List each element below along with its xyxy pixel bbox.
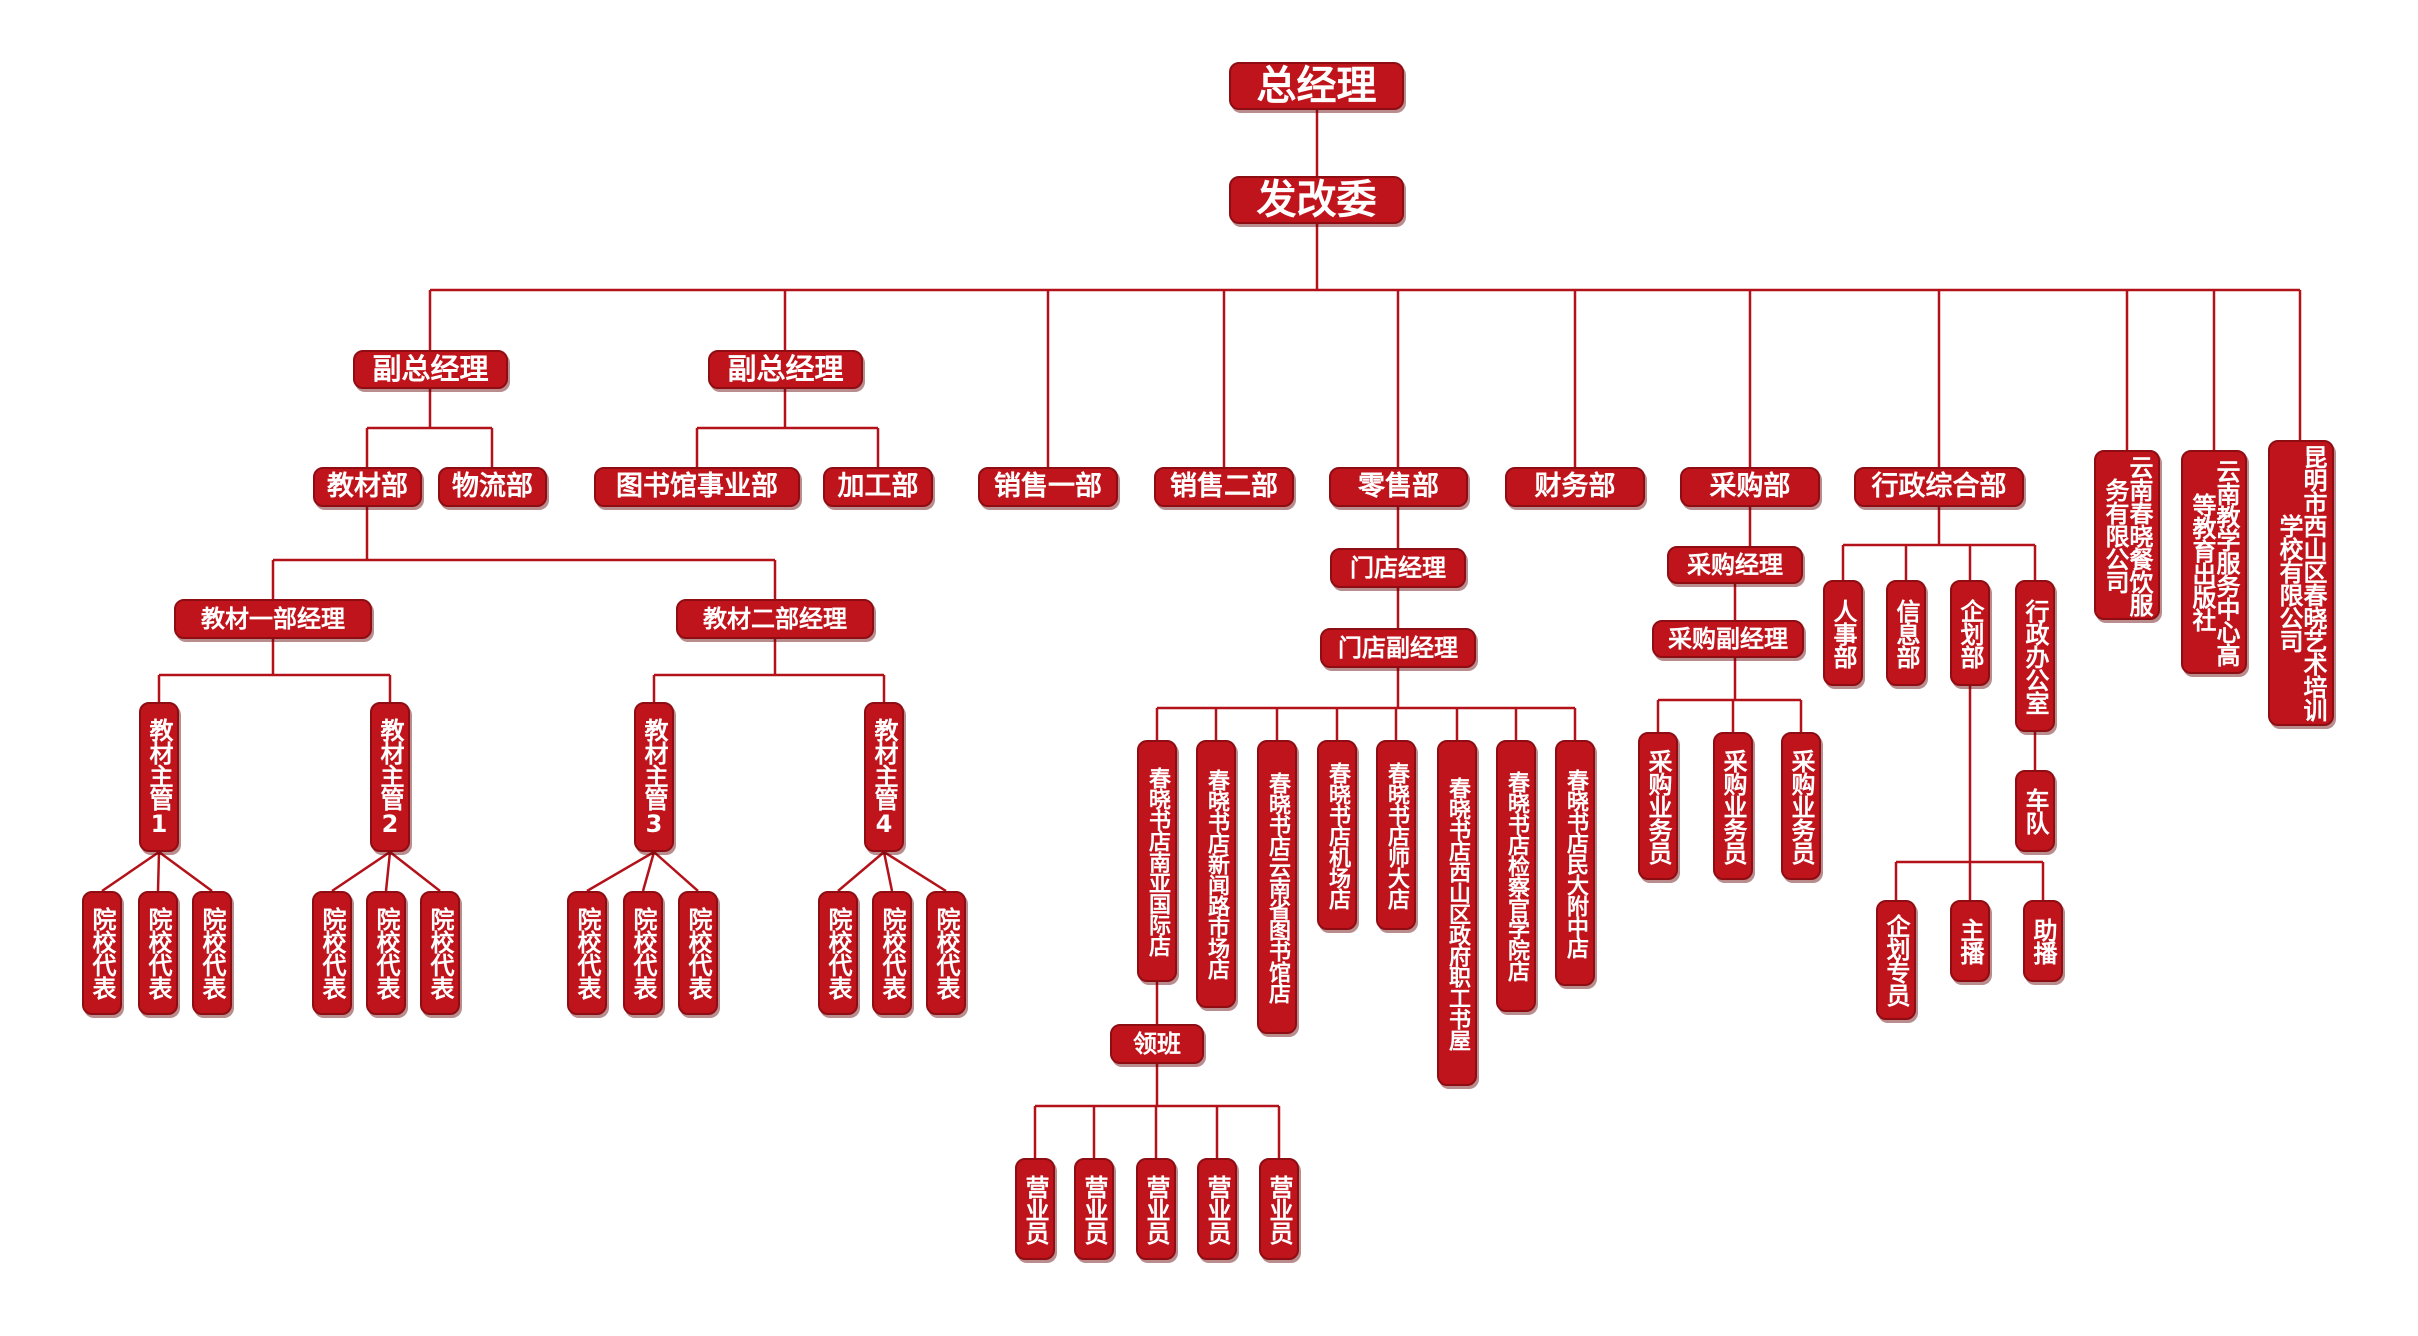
connector-line <box>883 850 947 893</box>
node-store-manager: 门店经理 <box>1330 548 1466 588</box>
node-vice-general-manager-2: 副总经理 <box>708 350 863 389</box>
node-education-press: 云南教学服务中心高等教育出版社 <box>2181 450 2247 674</box>
node-school-rep: 院校代表 <box>312 891 352 1015</box>
node-school-rep: 院校代表 <box>872 891 912 1015</box>
node-textbook-supervisor-2: 教材主管2 <box>370 702 410 852</box>
node-school-rep: 院校代表 <box>567 891 607 1015</box>
node-art-training-school: 昆明市西山区春晓艺术培训学校有限公司 <box>2268 440 2334 726</box>
node-purchasing-dept: 采购部 <box>1680 467 1820 507</box>
node-store: 春晓书店西山区政府职工书屋 <box>1437 740 1477 1086</box>
node-sales-clerk: 营业员 <box>1197 1158 1237 1260</box>
node-textbook-dept: 教材部 <box>313 467 422 507</box>
node-purchasing-clerk: 采购业务员 <box>1713 732 1753 880</box>
node-store: 春晓书店师大店 <box>1376 740 1416 930</box>
connector-line <box>653 851 699 892</box>
connector-line <box>586 850 655 893</box>
node-school-rep: 院校代表 <box>678 891 718 1015</box>
node-general-manager: 总经理 <box>1229 62 1404 110</box>
node-store: 春晓书店民大附中店 <box>1555 740 1595 986</box>
node-store: 春晓书店机场店 <box>1317 740 1357 930</box>
node-textbook-supervisor-1: 教材主管1 <box>139 702 179 852</box>
node-team-leader: 领班 <box>1110 1024 1204 1064</box>
connector-line <box>882 851 894 892</box>
connector-line <box>101 850 160 893</box>
node-sales-clerk: 营业员 <box>1259 1158 1299 1260</box>
node-sales-clerk: 营业员 <box>1136 1158 1176 1260</box>
node-admin-office: 行政办公室 <box>2015 580 2055 732</box>
node-school-rep: 院校代表 <box>623 891 663 1015</box>
node-development-committee: 发改委 <box>1229 176 1404 224</box>
node-textbook-dept-1-manager: 教材一部经理 <box>174 599 372 639</box>
node-purchasing-manager: 采购经理 <box>1667 546 1803 584</box>
node-store: 春晓书店检察官学院店 <box>1496 740 1536 1012</box>
node-sales-dept-2: 销售二部 <box>1154 467 1294 507</box>
node-info-dept: 信息部 <box>1886 580 1926 686</box>
node-store: 春晓书店新闻路市场店 <box>1196 740 1236 1008</box>
connector-line <box>389 851 441 892</box>
node-logistics-dept: 物流部 <box>438 467 547 507</box>
connector-line <box>641 851 656 892</box>
connector-line <box>384 851 392 892</box>
node-retail-dept: 零售部 <box>1329 467 1468 507</box>
connector-line <box>158 850 213 893</box>
node-textbook-supervisor-3: 教材主管3 <box>634 702 674 852</box>
node-store: 春晓书店云南省图书馆店 <box>1257 740 1297 1034</box>
node-library-business-dept: 图书馆事业部 <box>594 467 800 507</box>
node-school-rep: 院校代表 <box>82 891 122 1015</box>
node-textbook-supervisor-4: 教材主管4 <box>864 702 904 852</box>
node-assistant-anchor: 助播 <box>2023 900 2063 982</box>
node-sales-dept-1: 销售一部 <box>978 467 1118 507</box>
connector-line <box>331 850 391 893</box>
node-anchor: 主播 <box>1950 900 1990 982</box>
connector-line <box>156 851 161 892</box>
node-sales-clerk: 营业员 <box>1015 1158 1055 1260</box>
node-store-deputy-manager: 门店副经理 <box>1320 628 1476 668</box>
node-catering-company: 云南春晓餐饮服务有限公司 <box>2094 450 2160 620</box>
node-purchasing-clerk: 采购业务员 <box>1638 732 1678 880</box>
connector-line <box>837 851 885 892</box>
node-hr-dept: 人事部 <box>1823 580 1863 686</box>
node-school-rep: 院校代表 <box>926 891 966 1015</box>
node-school-rep: 院校代表 <box>138 891 178 1015</box>
node-store: 春晓书店南亚国际店 <box>1137 740 1177 982</box>
node-purchasing-deputy-manager: 采购副经理 <box>1652 620 1804 658</box>
node-finance-dept: 财务部 <box>1505 467 1645 507</box>
node-planning-specialist: 企划专员 <box>1876 900 1916 1020</box>
node-processing-dept: 加工部 <box>823 467 933 507</box>
node-planning-dept: 企划部 <box>1950 580 1990 686</box>
node-school-rep: 院校代表 <box>818 891 858 1015</box>
node-admin-dept: 行政综合部 <box>1854 467 2024 507</box>
node-sales-clerk: 营业员 <box>1074 1158 1114 1260</box>
node-vice-general-manager-1: 副总经理 <box>353 350 508 389</box>
node-textbook-dept-2-manager: 教材二部经理 <box>676 599 874 639</box>
node-motor-pool: 车队 <box>2015 770 2055 852</box>
node-school-rep: 院校代表 <box>192 891 232 1015</box>
node-school-rep: 院校代表 <box>366 891 406 1015</box>
node-purchasing-clerk: 采购业务员 <box>1781 732 1821 880</box>
node-school-rep: 院校代表 <box>420 891 460 1015</box>
